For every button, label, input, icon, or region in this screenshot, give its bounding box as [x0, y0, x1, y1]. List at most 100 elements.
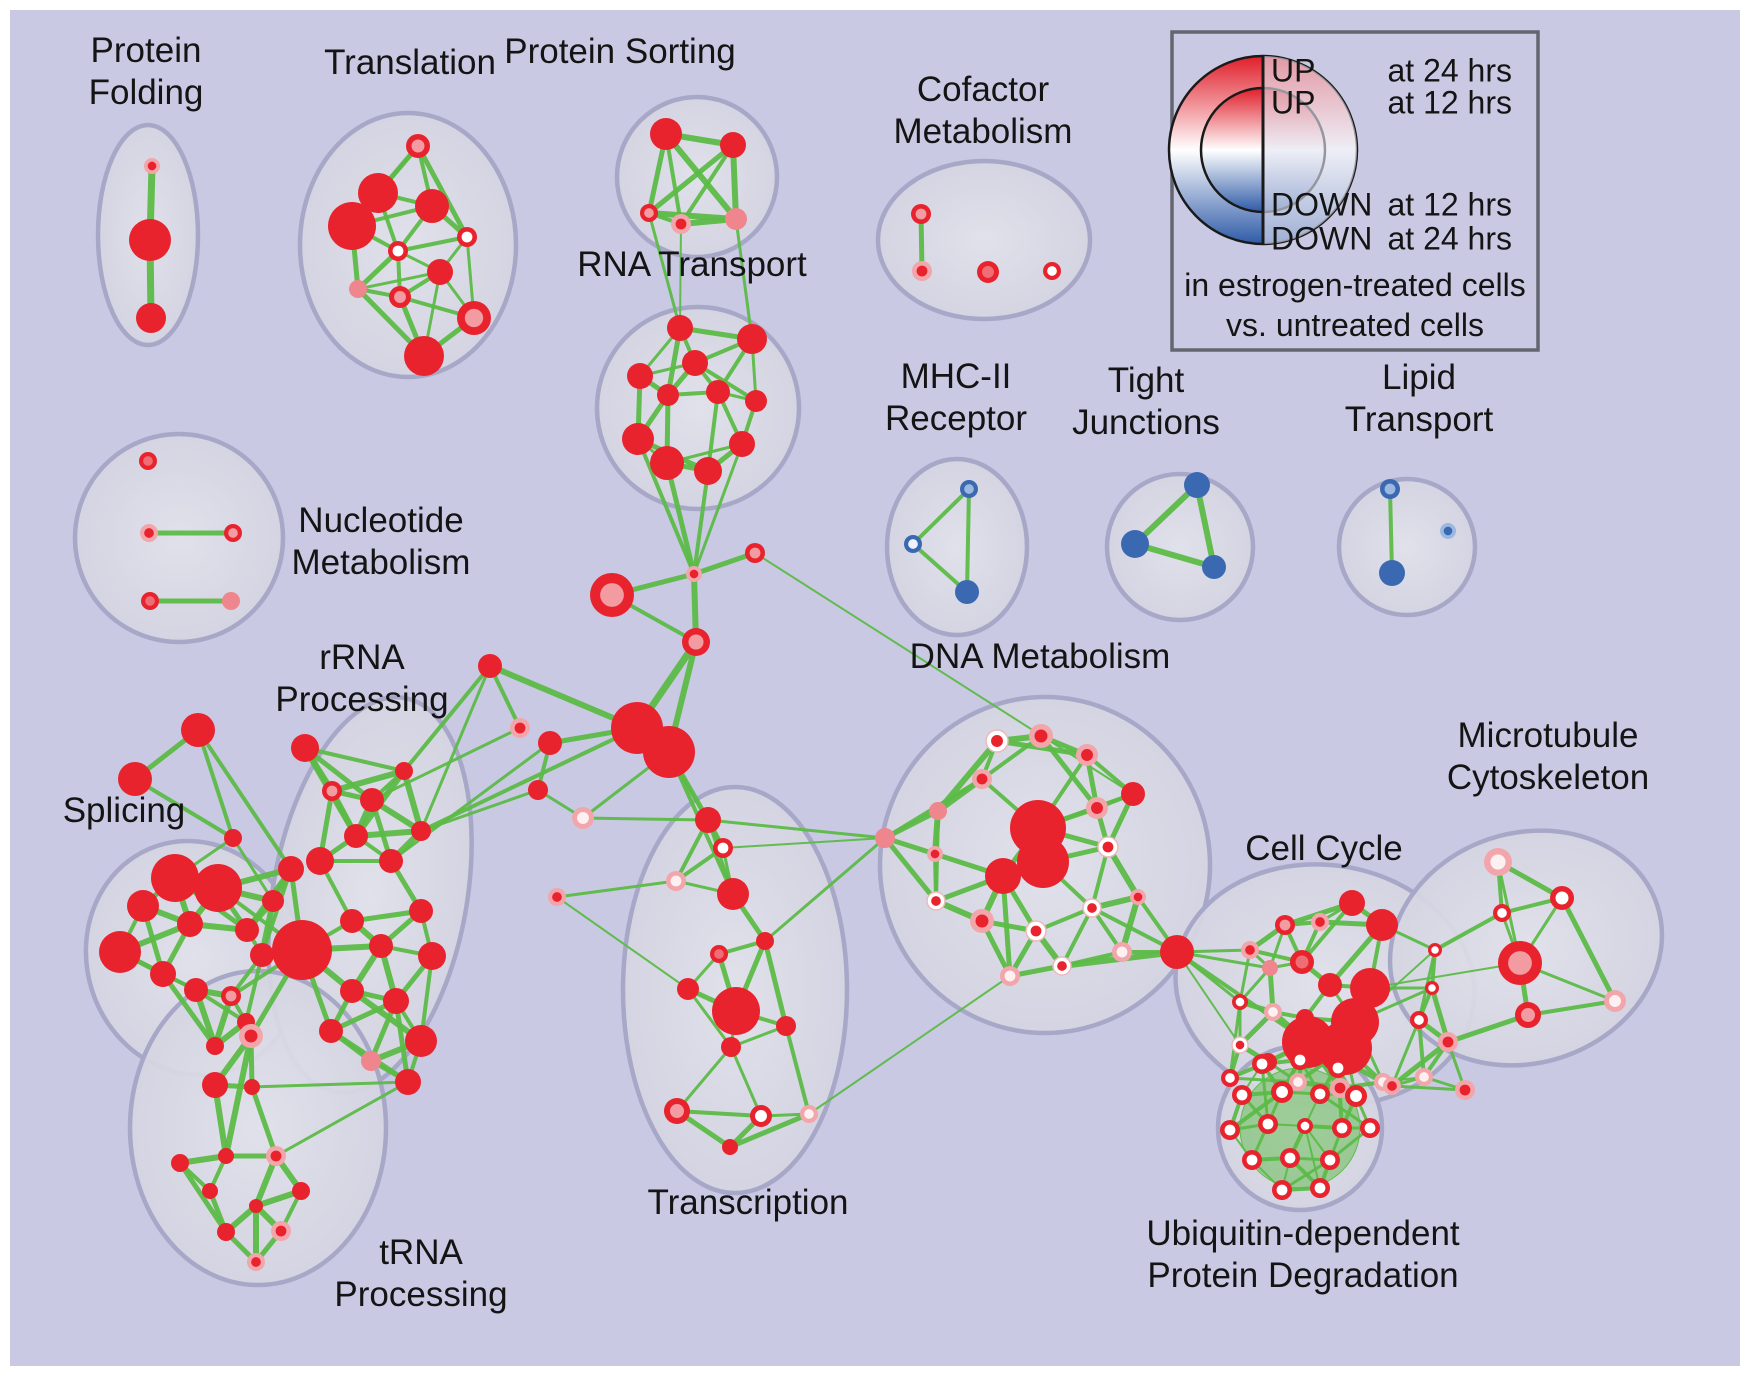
- gene-node-rna-transport: [745, 390, 767, 412]
- gene-node-transcription: [717, 878, 749, 910]
- legend-time-up-12: at 12 hrs: [1387, 84, 1512, 120]
- gene-node-splicing: [278, 856, 304, 882]
- gene-node-center-cell-cycle: [1279, 919, 1291, 931]
- gene-node-center-protein-sorting: [644, 208, 654, 218]
- gene-node-center-ubiquitin-degradation: [1332, 1062, 1344, 1074]
- cluster-label-nucleotide-metabolism: Nucleotide Metabolism: [292, 501, 471, 582]
- gene-node-rrna-processing: [418, 942, 446, 970]
- gene-node-center-transcription: [714, 949, 724, 959]
- gene-node-rrna-processing: [291, 734, 319, 762]
- cluster-label-cell-cycle: Cell Cycle: [1245, 829, 1403, 868]
- gene-node-center-connectors: [688, 634, 704, 650]
- edge-inter-cluster: [1176, 951, 1241, 1046]
- gene-node-rrna-processing: [340, 979, 364, 1003]
- gene-node-cell-cycle: [1318, 973, 1342, 997]
- gene-node-rrna-processing: [395, 1069, 421, 1095]
- edge-inter-cluster: [763, 836, 887, 943]
- cluster-label-protein-sorting: Protein Sorting: [504, 32, 736, 71]
- cluster-label-tight-junctions: Tight Junctions: [1072, 361, 1220, 442]
- gene-node-dna-metabolism: [1121, 782, 1145, 806]
- edge-transcription: [727, 1111, 812, 1150]
- edge-rrna-processing: [401, 768, 424, 834]
- legend-time-down-12: at 12 hrs: [1387, 186, 1512, 222]
- gene-node-rrna-processing: [411, 821, 431, 841]
- edge-mhc-ii-receptor: [965, 487, 971, 594]
- edge-ubiquitin-degradation: [1318, 1092, 1372, 1130]
- gene-node-protein-sorting: [720, 132, 746, 158]
- gene-node-center-mhc-ii-receptor: [964, 484, 974, 494]
- gene-node-center-transcription: [755, 1110, 767, 1122]
- gene-node-cell-cycle: [1350, 968, 1390, 1008]
- edge-inter-cluster: [370, 726, 522, 802]
- cluster-label-splicing: Splicing: [63, 791, 186, 830]
- gene-node-trna-processing: [292, 1182, 310, 1200]
- edge-inter-cluster: [647, 211, 682, 330]
- gene-node-dna-metabolism: [929, 802, 947, 820]
- cluster-label-rna-transport: RNA Transport: [577, 245, 807, 284]
- gene-node-center-cell-cycle: [1295, 955, 1309, 969]
- gene-node-center-dna-metabolism: [1004, 970, 1016, 982]
- gene-node-center-connectors: [749, 547, 761, 559]
- gene-node-center-translation: [394, 291, 406, 303]
- gene-node-center-ubiquitin-degradation: [1364, 1122, 1376, 1134]
- gene-node-rrna-processing: [340, 909, 364, 933]
- gene-node-rna-transport: [667, 315, 693, 341]
- gene-node-center-dna-metabolism: [1087, 903, 1097, 913]
- gene-node-splicing: [206, 1037, 224, 1055]
- edge-rrna-processing: [393, 998, 411, 1085]
- gene-node-center-translation: [461, 231, 473, 243]
- edge-inter-cluster: [1369, 962, 1521, 989]
- gene-node-center-dna-metabolism: [1030, 925, 1042, 937]
- gene-node-center-cell-cycle: [1235, 997, 1245, 1007]
- gene-node-dna-metabolism: [985, 858, 1021, 894]
- gene-node-center-cofactor-metabolism: [915, 208, 927, 220]
- gene-node-trna-processing: [202, 1072, 228, 1098]
- cluster-ellipse-tight-junctions: [1104, 471, 1256, 623]
- nodes: [99, 118, 1626, 1271]
- gene-node-center-cell-cycle: [1268, 1007, 1278, 1017]
- edge-transcription: [686, 987, 733, 1049]
- gene-node-center-trna-processing: [270, 1150, 282, 1162]
- gene-node-center-connectors: [552, 892, 562, 902]
- gene-node-center-splicing: [225, 990, 237, 1002]
- gene-node-center-microtubule-cytoskeleton: [1520, 1007, 1536, 1023]
- edge-microtubule-cytoskeleton: [1445, 1012, 1531, 1045]
- cluster-ellipse-nucleotide-metabolism: [72, 431, 286, 645]
- gene-node-center-transcription: [670, 875, 682, 887]
- gene-node-center-ubiquitin-degradation: [1284, 1152, 1296, 1164]
- gene-node-splicing: [250, 943, 274, 967]
- legend-direction-down-12: DOWN: [1271, 186, 1372, 222]
- edge-inter-cluster: [808, 975, 1011, 1115]
- gene-node-splicing: [194, 864, 242, 912]
- gene-node-lipid-transport: [1379, 560, 1405, 586]
- legend-box: [1170, 30, 1540, 352]
- gene-node-center-connectors: [577, 812, 589, 824]
- edge-microtubule-cytoskeleton: [1559, 895, 1618, 1004]
- gene-node-cell-cycle: [1339, 890, 1365, 916]
- edge-trna-processing: [177, 1160, 229, 1235]
- gene-node-center-mhc-ii-receptor: [908, 539, 918, 549]
- gene-node-center-lipid-transport: [1443, 526, 1453, 536]
- gene-node-center-cofactor-metabolism: [916, 265, 928, 277]
- gene-node-rrna-processing: [361, 1051, 381, 1071]
- edge-inter-cluster: [402, 664, 492, 773]
- gene-node-center-dna-metabolism: [931, 896, 941, 906]
- gene-node-protein-sorting: [650, 118, 682, 150]
- gene-node-center-dna-metabolism: [1133, 892, 1143, 902]
- gene-node-center-transcription: [669, 1103, 685, 1119]
- edge-translation: [356, 270, 442, 291]
- edge-tight-junctions: [1194, 482, 1217, 570]
- gene-node-center-dna-metabolism: [1091, 802, 1103, 814]
- gene-node-center-ubiquitin-degradation: [1300, 1121, 1310, 1131]
- edge-protein-sorting: [646, 142, 736, 216]
- gene-node-splicing: [151, 854, 199, 902]
- cluster-ellipse-lipid-transport: [1336, 476, 1478, 618]
- gene-node-connectors: [538, 731, 562, 755]
- gene-node-transcription: [722, 1139, 738, 1155]
- edge-dna-metabolism: [882, 835, 939, 904]
- gene-node-protein-sorting: [725, 208, 747, 230]
- edge-inter-cluster: [692, 442, 744, 576]
- gene-node-trna-processing: [218, 1148, 234, 1164]
- gene-node-rrna-processing: [405, 1025, 437, 1057]
- gene-node-connectors: [643, 726, 695, 778]
